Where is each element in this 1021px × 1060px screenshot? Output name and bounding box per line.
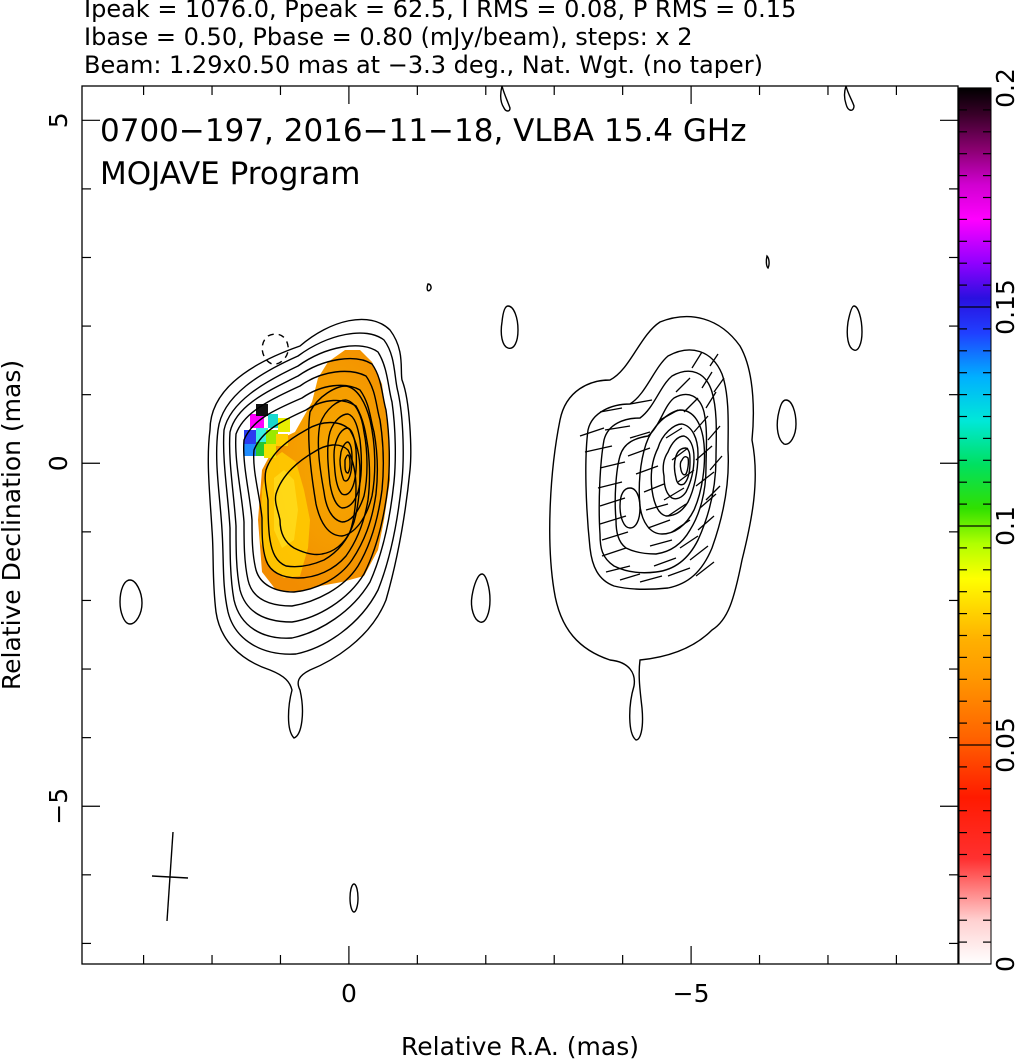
- evpa-vector: [667, 567, 691, 577]
- evpa-vector: [705, 485, 721, 501]
- axis-tick-labels: 0 −5 5 0 −5: [44, 112, 710, 1008]
- evpa-vector: [689, 545, 709, 561]
- evpa-vector: [697, 515, 715, 531]
- evpa-vector: [695, 561, 715, 577]
- evpa-vector: [709, 455, 723, 471]
- evpa-vector: [707, 425, 721, 441]
- evpa-vector: [667, 503, 687, 517]
- x-axis-label: Relative R.A. (mas): [401, 1032, 639, 1060]
- y-tick-label: −5: [44, 788, 73, 825]
- evpa-vector: [635, 465, 659, 475]
- evpa-vector: [705, 391, 717, 409]
- evpa-vector: [649, 539, 673, 547]
- colorbar-tick-label: 0.1: [991, 506, 1020, 546]
- evpa-vector: [647, 519, 671, 529]
- evpa-vector: [683, 397, 699, 413]
- evpa-vector: [627, 447, 651, 457]
- header-stats-line2: Ibase = 0.50, Pbase = 0.80 (mJy/beam), s…: [84, 23, 693, 51]
- total-intensity-contours: [119, 86, 863, 913]
- axis-ticks: [82, 86, 958, 964]
- evpa-vector: [677, 469, 695, 483]
- evpa-vector: [619, 573, 641, 581]
- colorbar-tick-label: 0.05: [991, 717, 1020, 773]
- evpa-vector: [709, 353, 719, 367]
- evpa-vector: [605, 565, 631, 573]
- evpa-vector: [701, 371, 713, 389]
- evpa-vector: [675, 377, 691, 393]
- evpa-vector: [599, 515, 627, 525]
- evpa-vector: [659, 409, 679, 421]
- fractional-polarization-map: [244, 350, 390, 592]
- header-beam-line: Beam: 1.29x0.50 mas at −3.3 deg., Nat. W…: [84, 51, 763, 79]
- evpa-vector: [671, 447, 689, 461]
- evpa-vector: [663, 487, 685, 501]
- evpa-vector: [679, 535, 699, 549]
- y-tick-label: 5: [44, 112, 73, 128]
- y-tick-label: 0: [44, 455, 73, 471]
- evpa-vector: [695, 471, 715, 487]
- x-tick-label: 0: [341, 979, 357, 1008]
- header-stats-line1: Ipeak = 1076.0, Ppeak = 62.5, I RMS = 0.…: [84, 0, 797, 23]
- evpa-vector: [639, 575, 663, 583]
- colorbar-tick-label: 0.15: [991, 279, 1020, 335]
- evpa-vector: [597, 481, 623, 489]
- colorbar-tick-labels: 0 0.05 0.1 0.15 0.2: [991, 68, 1020, 972]
- evpa-vector: [645, 503, 669, 511]
- polarized-intensity-contours: [549, 315, 756, 741]
- colorbar-ticks: [959, 87, 991, 965]
- evpa-vector: [653, 557, 677, 567]
- evpa-vector: [695, 445, 713, 461]
- evpa-vector: [629, 431, 651, 439]
- evpa-vector: [691, 351, 703, 369]
- y-axis-label: Relative Declination (mas): [0, 360, 26, 690]
- negative-contour: [261, 333, 289, 365]
- evpa-vector: [643, 483, 665, 493]
- evpa-vector: [671, 519, 691, 533]
- x-tick-label: −5: [673, 979, 710, 1008]
- evpa-vectors: [579, 351, 725, 583]
- evpa-vector: [601, 531, 629, 541]
- evpa-vector: [599, 497, 626, 507]
- evpa-vector: [604, 425, 631, 431]
- evpa-vector: [584, 445, 613, 453]
- evpa-vector: [579, 427, 605, 437]
- evpa-vector: [599, 407, 623, 413]
- evpa-vector: [629, 399, 653, 405]
- evpa-vector: [699, 493, 717, 509]
- evpa-vector: [693, 415, 709, 433]
- colorbar-tick-label: 0.2: [991, 68, 1020, 108]
- plot-subtitle: MOJAVE Program: [100, 156, 360, 192]
- beam-marker: [151, 831, 189, 922]
- colorbar-tick-label: 0: [991, 956, 1020, 972]
- evpa-vector: [599, 461, 626, 469]
- evpa-vector: [601, 547, 627, 557]
- evpa-vector: [665, 427, 683, 439]
- plot-frame: [81, 85, 959, 965]
- evpa-vector: [713, 377, 725, 393]
- plot-title: 0700−197, 2016−11−18, VLBA 15.4 GHz: [100, 113, 746, 149]
